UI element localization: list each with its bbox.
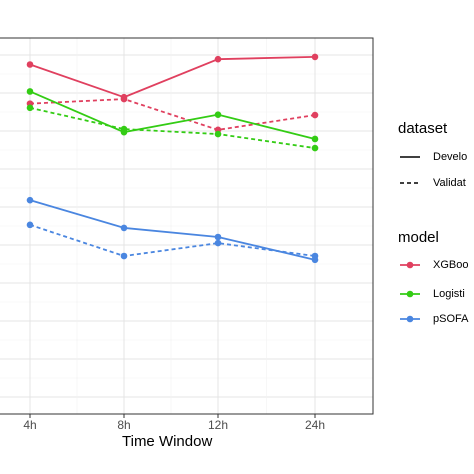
data-point bbox=[311, 53, 319, 61]
data-point bbox=[26, 88, 34, 95]
series-xgboo-develo bbox=[26, 53, 319, 101]
legend-key-point-xgboo bbox=[406, 261, 414, 269]
data-point bbox=[311, 144, 319, 152]
grid bbox=[0, 38, 373, 414]
data-point bbox=[26, 221, 34, 229]
x-tick-label: 4h bbox=[23, 418, 36, 432]
series-psofa-validat bbox=[26, 221, 319, 260]
data-point bbox=[214, 111, 222, 118]
series-layer bbox=[26, 53, 319, 264]
series-line bbox=[29, 56, 316, 99]
series-line bbox=[29, 90, 316, 140]
data-point bbox=[311, 135, 319, 143]
legend-keys bbox=[400, 156, 420, 323]
data-point bbox=[26, 104, 34, 112]
data-point bbox=[214, 233, 222, 241]
data-point bbox=[26, 61, 34, 68]
series-line bbox=[29, 106, 316, 149]
series-line bbox=[29, 199, 316, 261]
data-point bbox=[311, 111, 319, 119]
x-tick-label: 12h bbox=[208, 418, 228, 432]
data-point bbox=[120, 252, 128, 260]
legend-label-develo: Develo bbox=[433, 151, 468, 163]
data-point bbox=[120, 224, 128, 232]
legend-key-point-logisti bbox=[406, 290, 414, 298]
series-xgboo-validat bbox=[26, 95, 319, 134]
x-tick-label: 24h bbox=[305, 418, 325, 432]
data-point bbox=[214, 239, 222, 247]
series-psofa-develo bbox=[26, 196, 319, 264]
series-line bbox=[29, 98, 316, 131]
plot-panel-border bbox=[0, 37, 374, 415]
series-logisti-validat bbox=[26, 104, 319, 152]
legend-key-point-psofa bbox=[406, 315, 414, 323]
data-point bbox=[26, 196, 34, 204]
data-point bbox=[214, 55, 222, 63]
x-tick-label: 8h bbox=[117, 418, 130, 432]
legend-label-psofa: pSOFA bbox=[433, 313, 469, 325]
x-axis-title: Time Window bbox=[122, 433, 213, 450]
x-axis-ticks: 4h 8h 12h 24h bbox=[23, 414, 325, 432]
legend-title-model: model bbox=[398, 229, 439, 246]
legend-title-dataset: dataset bbox=[398, 120, 448, 137]
legend-label-logisti: Logisti bbox=[433, 288, 465, 300]
legend-label-validat: Validat bbox=[433, 177, 466, 189]
legend-label-xgboo: XGBoo bbox=[433, 259, 469, 271]
data-point bbox=[120, 125, 128, 133]
data-point bbox=[120, 95, 128, 103]
series-logisti-develo bbox=[26, 88, 319, 143]
series-line bbox=[29, 224, 316, 257]
data-point bbox=[311, 252, 319, 260]
data-point bbox=[214, 130, 222, 138]
